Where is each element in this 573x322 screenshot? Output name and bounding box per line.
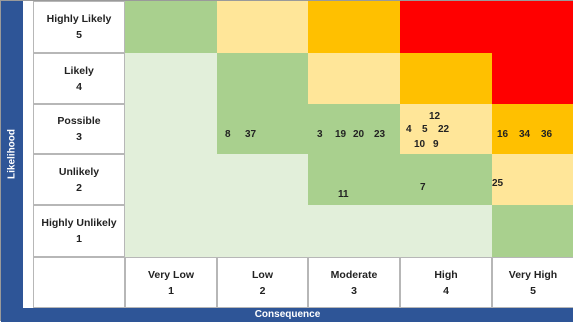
- likelihood-header: Highly Likely 5: [33, 1, 125, 53]
- matrix-cell: [125, 1, 217, 53]
- consequence-label: Moderate: [330, 268, 378, 281]
- consequence-score: 3: [351, 284, 357, 297]
- matrix-cell: [308, 154, 400, 205]
- likelihood-score: 2: [76, 181, 82, 194]
- matrix-cell: [308, 1, 400, 53]
- matrix-cell: [400, 205, 492, 257]
- likelihood-label: Highly Likely: [46, 13, 112, 25]
- consequence-header: High 4: [400, 257, 492, 308]
- matrix-cell: [125, 104, 217, 154]
- matrix-cell: [217, 1, 308, 53]
- risk-id: 36: [541, 129, 553, 140]
- risk-id: 11: [338, 189, 349, 200]
- likelihood-score: 3: [76, 131, 82, 143]
- risk-id: 19: [335, 129, 347, 140]
- consequence-header: Low 2: [217, 257, 308, 308]
- matrix-cell: [492, 53, 573, 104]
- matrix-cell: [217, 104, 308, 154]
- risk-id: 20: [353, 129, 365, 140]
- consequence-label: High: [434, 268, 458, 281]
- y-axis-label: Likelihood: [6, 129, 18, 179]
- y-axis-label-bar: Likelihood: [1, 1, 23, 308]
- matrix-cell: [125, 53, 217, 104]
- matrix-cell: [308, 104, 400, 154]
- risk-id: 7: [420, 182, 426, 193]
- risk-id: 9: [433, 139, 439, 150]
- risk-id: 12: [429, 111, 441, 122]
- consequence-score: 4: [443, 284, 449, 297]
- likelihood-score: 1: [76, 233, 82, 245]
- likelihood-label: Possible: [57, 115, 101, 127]
- matrix-cell: [308, 205, 400, 257]
- matrix-cell: [400, 154, 492, 205]
- x-axis-label-bar: Consequence: [1, 308, 573, 322]
- likelihood-score: 4: [76, 80, 82, 93]
- matrix-cell: [217, 53, 308, 104]
- matrix-cell: [400, 1, 492, 53]
- consequence-score: 5: [530, 284, 536, 297]
- likelihood-label: Unlikely: [58, 165, 100, 178]
- matrix-cell: [492, 205, 573, 257]
- matrix-cell: [492, 154, 573, 205]
- matrix-cell: [217, 154, 308, 205]
- corner-cell: [33, 257, 125, 308]
- matrix-cell: [400, 53, 492, 104]
- risk-id: 4: [406, 124, 412, 135]
- matrix-cell: [217, 205, 308, 257]
- risk-id: 10: [414, 139, 426, 150]
- risk-id: 34: [519, 129, 531, 140]
- risk-id: 25: [492, 178, 504, 189]
- consequence-header: Very High 5: [492, 257, 573, 308]
- likelihood-score: 5: [76, 29, 82, 41]
- matrix-cell: [125, 154, 217, 205]
- risk-id: 8: [225, 129, 231, 140]
- consequence-header: Moderate 3: [308, 257, 400, 308]
- x-axis-label: Consequence: [254, 309, 321, 320]
- matrix-cell: [400, 104, 492, 154]
- likelihood-label: Likely: [64, 64, 94, 77]
- likelihood-label: Highly Unlikely: [41, 217, 117, 229]
- matrix-cell: [492, 1, 573, 53]
- consequence-score: 1: [168, 284, 174, 297]
- likelihood-header: Likely 4: [33, 53, 125, 104]
- consequence-score: 2: [259, 284, 266, 297]
- risk-id: 37: [245, 129, 257, 140]
- consequence-label: Low: [252, 268, 273, 281]
- likelihood-header: Highly Unlikely 1: [33, 205, 125, 257]
- risk-id: 16: [497, 129, 509, 140]
- matrix-cell: [308, 53, 400, 104]
- likelihood-header: Possible 3: [33, 104, 125, 154]
- risk-id: 5: [422, 124, 428, 135]
- likelihood-header: Unlikely 2: [33, 154, 125, 205]
- risk-id: 3: [317, 129, 323, 140]
- risk-id: 22: [438, 124, 450, 135]
- matrix-cell: [125, 205, 217, 257]
- consequence-label: Very Low: [147, 268, 195, 281]
- risk-id: 23: [374, 129, 386, 140]
- consequence-header: Very Low 1: [125, 257, 217, 308]
- consequence-label: Very High: [508, 268, 558, 281]
- matrix-cell: [492, 104, 573, 154]
